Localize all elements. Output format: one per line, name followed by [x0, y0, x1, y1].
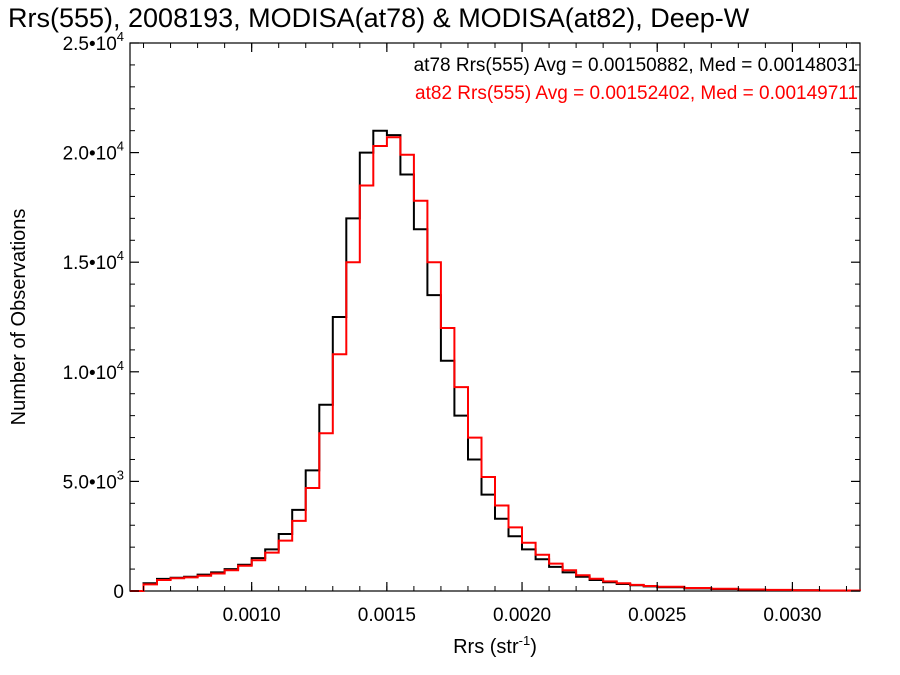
- chart-title: Rrs(555), 2008193, MODISA(at78) & MODISA…: [8, 3, 750, 33]
- x-tick-label-1: 0.0015: [358, 605, 416, 626]
- series-line-2: [130, 136, 861, 592]
- series-layer: [130, 129, 861, 592]
- series-line-1: [130, 129, 861, 592]
- y-tick-label-5: 2.5•104: [63, 29, 124, 55]
- y-axis-label: Number of Observations: [8, 209, 30, 426]
- x-tick-label-4: 0.0030: [763, 605, 821, 626]
- y-tick-label-1: 5.0•103: [63, 467, 124, 493]
- annotation-1: at78 Rrs(555) Avg = 0.00150882, Med = 0.…: [414, 55, 858, 76]
- annotation-2: at82 Rrs(555) Avg = 0.00152402, Med = 0.…: [415, 83, 858, 104]
- legend-annotations: at78 Rrs(555) Avg = 0.00150882, Med = 0.…: [414, 55, 858, 104]
- x-axis-ticks: 0.0010 0.0015 0.0020 0.0025 0.0030: [143, 43, 847, 626]
- x-tick-label-2: 0.0020: [493, 605, 551, 626]
- x-axis-label-main: Rrs (str: [453, 636, 519, 658]
- y-tick-label-0: 0: [113, 582, 124, 603]
- x-axis-label-superscript: -1: [519, 633, 531, 648]
- x-axis-label: Rrs (str-1): [453, 633, 537, 658]
- y-tick-label-2: 1.0•104: [63, 358, 124, 384]
- y-tick-label-4: 2.0•104: [63, 139, 124, 165]
- y-axis-ticks: 0 5.0•103 1.0•104 1.5•104 2.0•104 2.5•104: [63, 29, 860, 603]
- x-axis-label-end: ): [530, 636, 537, 658]
- x-tick-label-0: 0.0010: [223, 605, 281, 626]
- x-tick-label-3: 0.0025: [628, 605, 686, 626]
- y-tick-label-3: 1.5•104: [63, 248, 124, 274]
